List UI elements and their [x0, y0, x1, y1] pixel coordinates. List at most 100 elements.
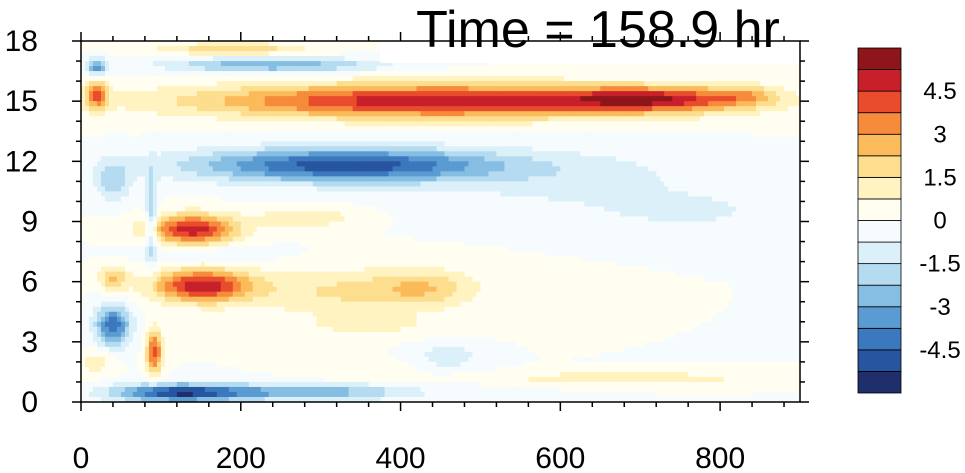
- field-cell: [216, 116, 222, 122]
- field-cell: [456, 156, 462, 162]
- field-cell: [540, 146, 545, 152]
- field-cell: [500, 166, 506, 172]
- field-cell: [148, 46, 154, 52]
- field-cell: [460, 131, 466, 137]
- field-cell: [316, 176, 322, 182]
- field-cell: [496, 66, 502, 72]
- field-cell: [564, 116, 569, 122]
- field-cell: [216, 86, 222, 92]
- field-cell: [692, 161, 697, 167]
- field-cell: [496, 121, 502, 127]
- field-cell: [444, 61, 450, 67]
- field-cell: [184, 141, 190, 147]
- field-cell: [128, 76, 134, 82]
- field-cell: [524, 91, 529, 97]
- field-cell: [164, 121, 170, 127]
- field-cell: [360, 66, 366, 72]
- field-cell: [660, 116, 665, 122]
- field-cell: [196, 156, 202, 162]
- field-cell: [568, 86, 573, 92]
- field-cell: [328, 61, 334, 67]
- field-cell: [424, 141, 430, 147]
- field-cell: [180, 46, 186, 52]
- field-cell: [676, 126, 681, 132]
- field-cell: [136, 51, 142, 57]
- field-cell: [436, 66, 442, 72]
- field-cell: [176, 171, 182, 177]
- field-cell: [128, 46, 134, 52]
- field-cell: [788, 91, 793, 97]
- field-cell: [720, 106, 725, 112]
- field-cell: [368, 46, 374, 52]
- field-cell: [160, 111, 166, 117]
- field-cell: [260, 106, 266, 112]
- field-cell: [600, 91, 605, 97]
- field-cell: [488, 151, 494, 157]
- field-cell: [84, 166, 90, 172]
- field-cell: [300, 106, 306, 112]
- field-cell: [508, 111, 513, 117]
- field-cell: [156, 111, 162, 117]
- field-cell: [224, 126, 230, 132]
- field-cell: [592, 126, 597, 132]
- field-cell: [148, 166, 154, 172]
- field-cell: [252, 86, 258, 92]
- field-cell: [748, 71, 753, 77]
- field-cell: [504, 106, 509, 112]
- field-cell: [308, 61, 314, 67]
- field-cell: [364, 166, 370, 172]
- field-cell: [404, 66, 410, 72]
- field-cell: [784, 76, 789, 82]
- field-cell: [168, 91, 174, 97]
- field-cell: [232, 141, 238, 147]
- field-cell: [712, 61, 717, 67]
- field-cell: [272, 81, 278, 87]
- field-cell: [276, 106, 282, 112]
- field-cell: [368, 176, 374, 182]
- field-cell: [300, 46, 306, 52]
- field-cell: [236, 56, 242, 62]
- field-cell: [672, 66, 677, 72]
- field-cell: [292, 46, 298, 52]
- field-cell: [200, 126, 206, 132]
- field-cell: [656, 131, 661, 137]
- field-cell: [140, 66, 146, 72]
- field-cell: [512, 141, 517, 147]
- field-cell: [120, 71, 126, 77]
- field-cell: [652, 141, 657, 147]
- field-cell: [476, 101, 482, 107]
- field-cell: [412, 166, 418, 172]
- field-cell: [156, 51, 162, 57]
- field-cell: [388, 86, 394, 92]
- field-cell: [356, 71, 362, 77]
- field-cell: [412, 91, 418, 97]
- field-cell: [712, 161, 717, 167]
- field-cell: [196, 151, 202, 157]
- field-cell: [572, 161, 577, 167]
- field-cell: [624, 161, 629, 167]
- field-cell: [408, 171, 414, 177]
- field-cell: [388, 166, 394, 172]
- field-cell: [484, 71, 490, 77]
- field-cell: [784, 86, 789, 92]
- field-cell: [548, 106, 553, 112]
- field-cell: [376, 46, 382, 52]
- field-cell: [81, 106, 86, 112]
- field-cell: [332, 166, 338, 172]
- field-cell: [668, 101, 673, 107]
- field-cell: [204, 161, 210, 167]
- field-cell: [748, 96, 753, 102]
- field-cell: [628, 71, 633, 77]
- field-cell: [748, 151, 753, 157]
- field-cell: [776, 136, 781, 142]
- field-cell: [84, 91, 90, 97]
- field-cell: [168, 46, 174, 52]
- field-cell: [148, 66, 154, 72]
- field-cell: [236, 61, 242, 67]
- field-cell: [736, 66, 741, 72]
- field-cell: [188, 121, 194, 127]
- field-cell: [560, 151, 565, 157]
- field-cell: [116, 156, 122, 162]
- field-cell: [468, 81, 474, 87]
- field-cell: [620, 86, 625, 92]
